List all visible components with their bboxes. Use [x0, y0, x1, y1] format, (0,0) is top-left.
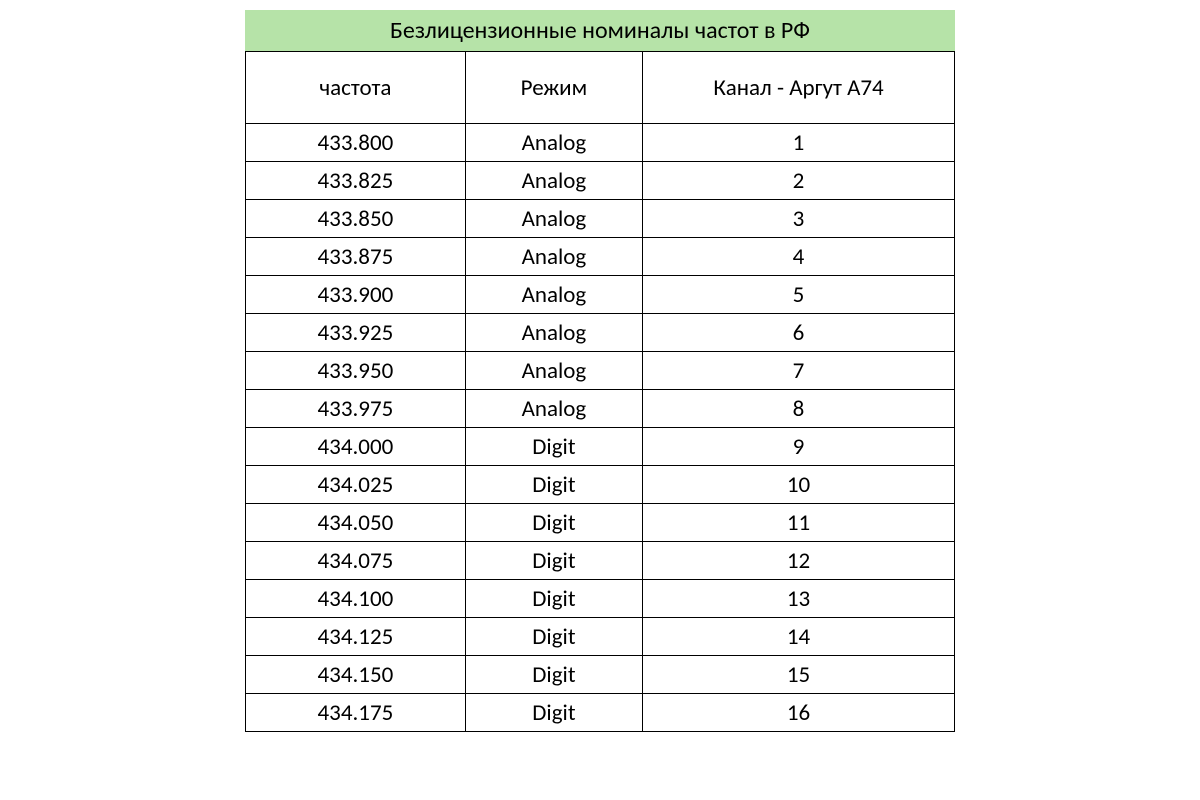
cell-frequency: 434.100: [246, 580, 466, 618]
table-row: 433.950Analog7: [246, 352, 955, 390]
cell-mode: Analog: [465, 390, 642, 428]
cell-frequency: 434.000: [246, 428, 466, 466]
cell-channel: 8: [643, 390, 955, 428]
cell-frequency: 434.125: [246, 618, 466, 656]
cell-mode: Analog: [465, 124, 642, 162]
cell-channel: 4: [643, 238, 955, 276]
table-row: 434.025Digit10: [246, 466, 955, 504]
cell-channel: 7: [643, 352, 955, 390]
cell-channel: 5: [643, 276, 955, 314]
cell-mode: Digit: [465, 428, 642, 466]
cell-mode: Digit: [465, 466, 642, 504]
cell-channel: 2: [643, 162, 955, 200]
cell-mode: Analog: [465, 314, 642, 352]
table-title: Безлицензионные номиналы частот в РФ: [245, 10, 955, 51]
table-row: 433.975Analog8: [246, 390, 955, 428]
cell-frequency: 434.050: [246, 504, 466, 542]
cell-mode: Digit: [465, 618, 642, 656]
table-row: 434.075Digit12: [246, 542, 955, 580]
table-row: 433.900Analog5: [246, 276, 955, 314]
table-row: 433.800Analog1: [246, 124, 955, 162]
table-row: 433.925Analog6: [246, 314, 955, 352]
cell-frequency: 433.950: [246, 352, 466, 390]
cell-mode: Analog: [465, 238, 642, 276]
cell-mode: Analog: [465, 276, 642, 314]
cell-frequency: 433.800: [246, 124, 466, 162]
cell-channel: 16: [643, 694, 955, 732]
table-row: 434.150Digit15: [246, 656, 955, 694]
frequency-table: частота Режим Канал - Аргут А74 433.800A…: [245, 51, 955, 732]
cell-frequency: 433.875: [246, 238, 466, 276]
cell-channel: 14: [643, 618, 955, 656]
cell-mode: Digit: [465, 656, 642, 694]
cell-frequency: 434.075: [246, 542, 466, 580]
cell-channel: 15: [643, 656, 955, 694]
table-row: 433.850Analog3: [246, 200, 955, 238]
cell-channel: 10: [643, 466, 955, 504]
cell-frequency: 433.850: [246, 200, 466, 238]
table-body: 433.800Analog1433.825Analog2433.850Analo…: [246, 124, 955, 732]
table-row: 434.125Digit14: [246, 618, 955, 656]
table-row: 434.100Digit13: [246, 580, 955, 618]
cell-channel: 3: [643, 200, 955, 238]
col-header-frequency: частота: [246, 52, 466, 124]
table-header-row: частота Режим Канал - Аргут А74: [246, 52, 955, 124]
cell-mode: Analog: [465, 162, 642, 200]
cell-frequency: 433.975: [246, 390, 466, 428]
cell-frequency: 433.825: [246, 162, 466, 200]
cell-mode: Digit: [465, 542, 642, 580]
cell-channel: 12: [643, 542, 955, 580]
cell-frequency: 433.925: [246, 314, 466, 352]
cell-mode: Digit: [465, 580, 642, 618]
cell-frequency: 434.150: [246, 656, 466, 694]
cell-channel: 11: [643, 504, 955, 542]
col-header-mode: Режим: [465, 52, 642, 124]
cell-channel: 6: [643, 314, 955, 352]
cell-mode: Digit: [465, 694, 642, 732]
cell-channel: 9: [643, 428, 955, 466]
cell-frequency: 433.900: [246, 276, 466, 314]
table-row: 434.000Digit9: [246, 428, 955, 466]
table-row: 434.175Digit16: [246, 694, 955, 732]
table-row: 433.875Analog4: [246, 238, 955, 276]
cell-mode: Analog: [465, 352, 642, 390]
cell-frequency: 434.175: [246, 694, 466, 732]
cell-mode: Analog: [465, 200, 642, 238]
cell-channel: 1: [643, 124, 955, 162]
table-row: 433.825Analog2: [246, 162, 955, 200]
cell-channel: 13: [643, 580, 955, 618]
col-header-channel: Канал - Аргут А74: [643, 52, 955, 124]
cell-mode: Digit: [465, 504, 642, 542]
table-row: 434.050Digit11: [246, 504, 955, 542]
cell-frequency: 434.025: [246, 466, 466, 504]
